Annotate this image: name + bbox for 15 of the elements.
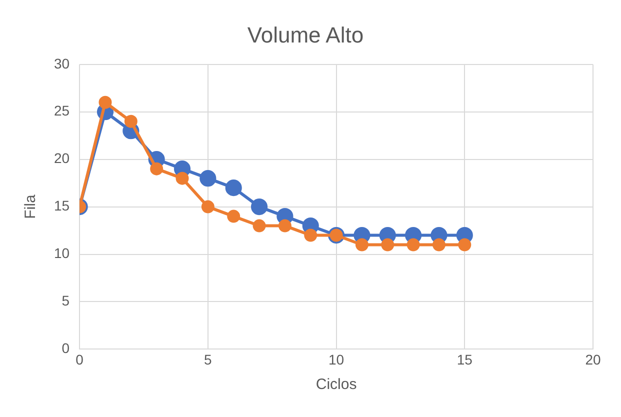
y-tick-label: 20 [54, 150, 70, 166]
y-tick-label: 25 [54, 102, 70, 119]
x-tick-label: 15 [456, 351, 473, 368]
x-tick-label: 20 [585, 351, 601, 368]
y-tick-label: 15 [54, 198, 70, 214]
x-axis-title: Ciclos [316, 376, 357, 394]
y-tick-label: 5 [62, 292, 70, 309]
y-tick-label: 30 [54, 55, 70, 72]
x-tick-label: 10 [328, 351, 344, 368]
chart-title: Volume Alto [247, 22, 364, 48]
y-axis-title: Fila [22, 194, 40, 219]
x-tick-label: 5 [204, 351, 212, 368]
y-tick-label: 0 [62, 340, 70, 356]
x-tick-label: 0 [76, 351, 84, 368]
y-tick-label: 10 [54, 245, 70, 262]
